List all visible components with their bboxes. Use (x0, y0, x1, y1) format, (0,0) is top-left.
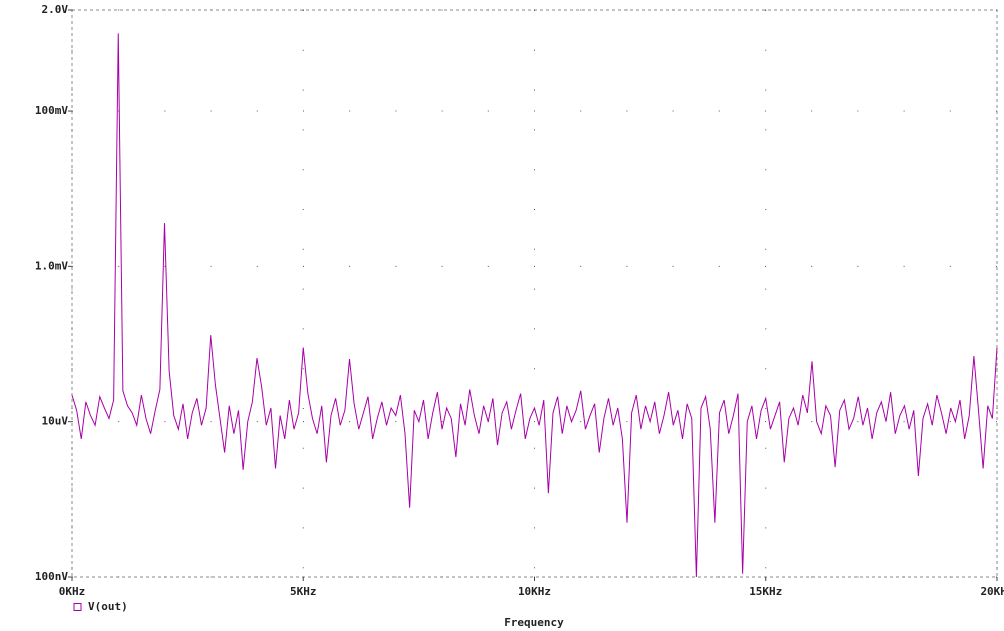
y-tick-label: 100mV (35, 104, 68, 117)
y-tick-label: 2.0V (42, 3, 69, 16)
x-tick-label: 5KHz (290, 585, 317, 598)
x-tick-label: 20KHz (980, 585, 1004, 598)
x-tick-label: 10KHz (518, 585, 551, 598)
legend-label: V(out) (88, 600, 128, 613)
y-tick-label: 1.0mV (35, 259, 68, 272)
y-tick-label: 100nV (35, 570, 68, 583)
series-line (71, 33, 998, 578)
x-tick-label: 15KHz (749, 585, 782, 598)
y-tick-label: 10uV (42, 415, 69, 428)
legend-marker (73, 603, 82, 611)
plot-frame (71, 9, 998, 578)
x-tick-label: 0KHz (59, 585, 86, 598)
x-axis-label: Frequency (504, 616, 564, 629)
